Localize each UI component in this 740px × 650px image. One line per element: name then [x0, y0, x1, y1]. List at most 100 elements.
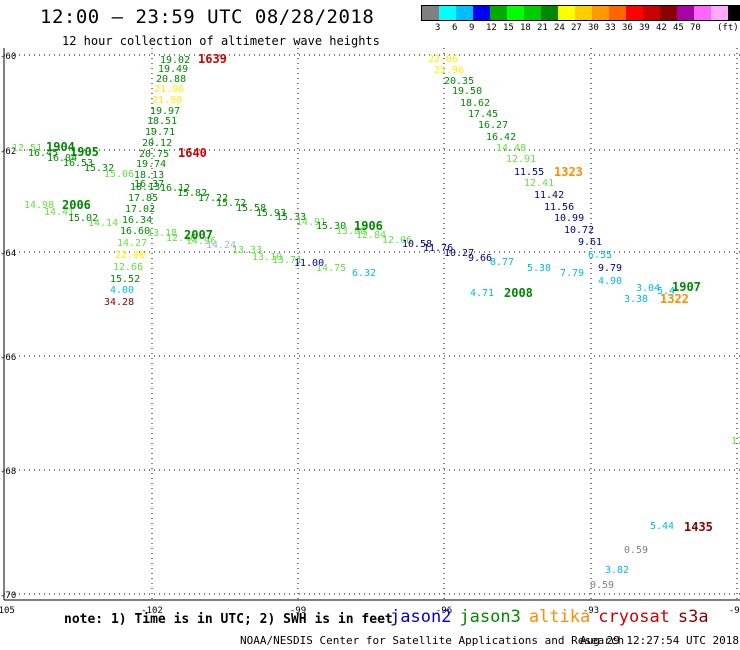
- wave-height-value: 16.04: [47, 153, 77, 164]
- wave-height-value: 11.76: [423, 243, 453, 254]
- legend-swatch: [490, 6, 507, 20]
- lon-label: -93: [583, 606, 599, 616]
- wave-height-value: 21.90: [152, 95, 182, 106]
- wave-height-value: 3.38: [624, 294, 648, 305]
- wave-height-value: 12.91: [506, 154, 536, 165]
- wave-height-value: 17.45: [468, 109, 498, 120]
- wave-height-value: 16.53: [63, 158, 93, 169]
- legend-swatch: [677, 6, 694, 20]
- legend-swatch: [711, 6, 728, 20]
- wave-height-value: 20.35: [444, 76, 474, 87]
- legend-swatch: [541, 6, 558, 20]
- page-title: 12:00 – 23:59 UTC 08/28/2018: [40, 6, 375, 28]
- wave-height-value: 15.33: [276, 212, 306, 223]
- generated-timestamp: Aug 29 12:27:54 UTC 2018: [580, 634, 739, 647]
- wave-height-value: 14.75: [316, 263, 346, 274]
- wave-height-value: 16.45: [28, 148, 58, 159]
- legend-swatch: [524, 6, 541, 20]
- wave-height-value: 7.79: [560, 268, 584, 279]
- wave-height-value: 16.27: [478, 120, 508, 131]
- legend-swatch: [609, 6, 626, 20]
- wave-height-value: 4.71: [470, 288, 494, 299]
- wave-height-value: 15.52: [110, 274, 140, 285]
- wave-height-value: 12.40: [166, 233, 196, 244]
- legend-swatch: [660, 6, 677, 20]
- legend-label: 39: [639, 23, 650, 33]
- wave-height-value: 10.58: [402, 239, 432, 250]
- wave-height-value: 12.51: [12, 143, 42, 154]
- satellite-legend-item: jason2: [390, 607, 452, 627]
- wave-height-value: 5.44: [650, 521, 674, 532]
- wave-height-value: 15.72: [216, 198, 246, 209]
- map-frame: [3, 48, 740, 601]
- legend-swatch: [626, 6, 643, 20]
- wave-height-value: 18.62: [460, 98, 490, 109]
- pass-time-label: 1639: [198, 52, 227, 66]
- satellite-legend-item: s3a: [677, 607, 709, 627]
- legend-swatch: [694, 6, 711, 20]
- legend-label: 9: [469, 23, 475, 33]
- legend-swatch: [728, 6, 740, 20]
- pass-time-label: 1322: [660, 292, 689, 306]
- wave-height-value: 10.27: [444, 248, 474, 259]
- color-scale-bar: [421, 5, 740, 21]
- page-subtitle: 12 hour collection of altimeter wave hei…: [62, 34, 380, 48]
- legend-label: 6: [452, 23, 458, 33]
- wave-height-value: 20.75: [139, 149, 169, 160]
- legend-unit: (ft): [717, 23, 739, 33]
- wave-height-value: 12.06: [382, 235, 412, 246]
- wave-height-value: 12.66: [113, 262, 143, 273]
- legend-label: 30: [588, 23, 599, 33]
- wave-height-value: 12.84: [356, 230, 386, 241]
- pass-time-label: 2007: [184, 228, 213, 242]
- legend-swatch: [422, 6, 439, 20]
- wave-height-value: 0.59: [624, 545, 648, 556]
- wave-height-value: 3.82: [605, 565, 629, 576]
- legend-label: 45: [673, 23, 684, 33]
- wave-height-value: 16.42: [486, 132, 516, 143]
- wave-height-value: 20.88: [156, 74, 186, 85]
- wave-height-value: 9.61: [578, 237, 602, 248]
- pass-time-label: 1640: [178, 146, 207, 160]
- wave-height-value: 16.34: [122, 215, 152, 226]
- satellite-legend-item: jason3: [459, 607, 521, 627]
- wave-height-value: 4.90: [598, 276, 622, 287]
- wave-height-value: 0.59: [590, 580, 614, 591]
- legend-label: 27: [571, 23, 582, 33]
- wave-height-value: 19.97: [150, 106, 180, 117]
- lat-label: -64: [0, 249, 16, 259]
- wave-height-value: 20.12: [142, 138, 172, 149]
- wave-height-value: 9.79: [598, 263, 622, 274]
- lon-label: -102: [141, 606, 163, 616]
- legend-label: 36: [622, 23, 633, 33]
- color-scale-labels: 3 6 9 12 15 18 21 24 27 30 33 36 39 42 45 70 (ft): [421, 21, 740, 33]
- lat-label: -60: [0, 52, 16, 62]
- legend-swatch: [439, 6, 456, 20]
- wave-height-observations: 19.0219.4920.8821.9621.9019.9718.5119.71…: [12, 54, 740, 591]
- legend-label: 24: [554, 23, 565, 33]
- wave-height-value: 15.93: [256, 208, 286, 219]
- wave-height-value: 14.24: [206, 240, 236, 251]
- legend-label: 18: [520, 23, 531, 33]
- wave-height-value: 6.32: [352, 268, 376, 279]
- pass-time-label: 1905: [70, 145, 99, 159]
- wave-height-value: 13.71: [272, 255, 302, 266]
- lat-label: -68: [0, 467, 16, 477]
- legend-swatch: [558, 6, 575, 20]
- wave-height-value: 11.56: [544, 202, 574, 213]
- legend-swatch: [643, 6, 660, 20]
- wave-height-value: 19.74: [136, 159, 166, 170]
- wave-height-value: 13.18: [147, 228, 177, 239]
- legend-label: 21: [537, 23, 548, 33]
- wave-height-value: 15.02: [68, 213, 98, 224]
- wave-height-value: 11.55: [514, 167, 544, 178]
- wave-height-value: 19.71: [145, 127, 175, 138]
- wave-height-value: 14.48: [496, 143, 526, 154]
- legend-swatch: [473, 6, 490, 20]
- wave-height-value: 15.58: [236, 203, 266, 214]
- wave-height-value: 8.77: [490, 257, 514, 268]
- wave-height-value: 13.33: [232, 245, 262, 256]
- wave-height-value: 17.22: [198, 193, 228, 204]
- wave-height-value: 12.41: [524, 178, 554, 189]
